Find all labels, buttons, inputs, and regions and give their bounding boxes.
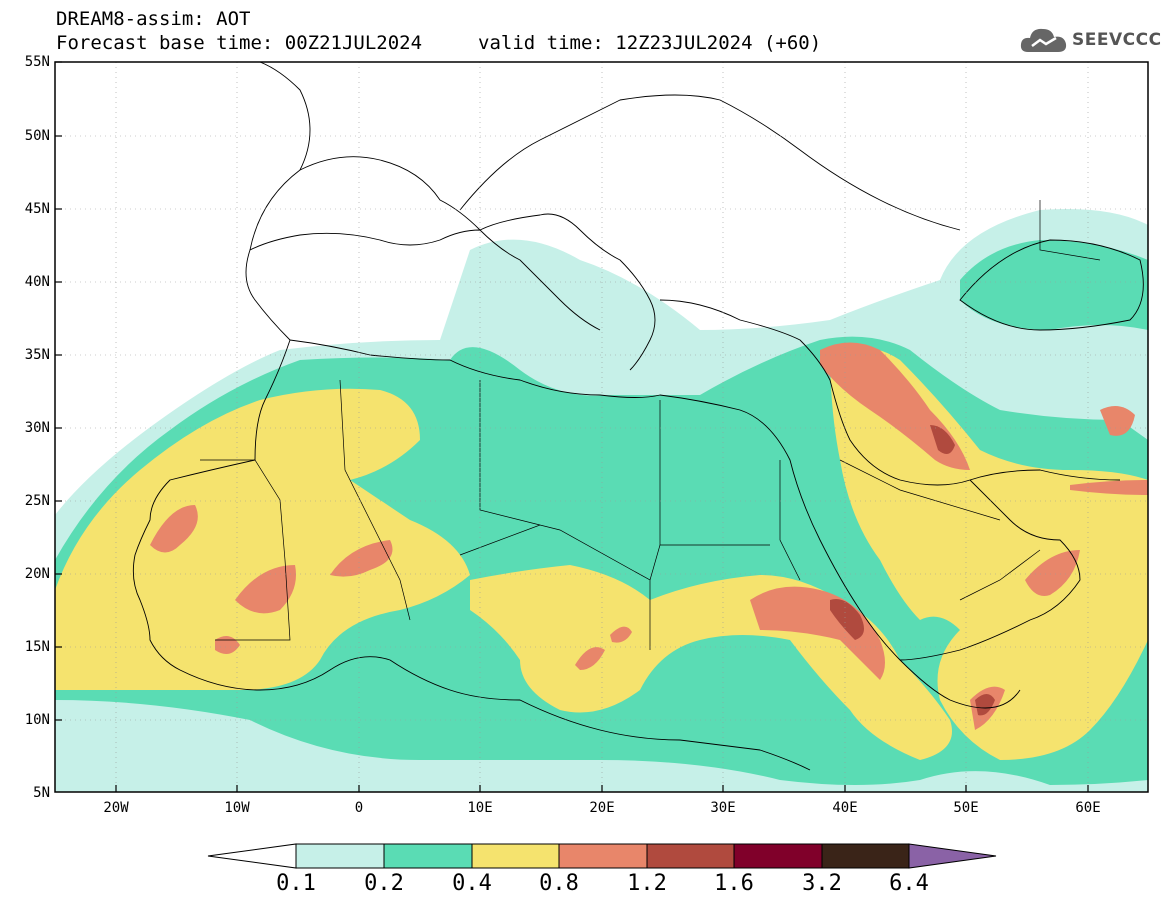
lon-label: 30E [710,800,736,816]
aot-contour-0.8-c [330,540,393,577]
aot-contour-0.8-h [820,342,970,470]
lat-label: 20N [24,566,50,582]
aot-contour-1.2-b [930,425,955,454]
lon-label: 50E [953,800,979,816]
map-gridlines [55,62,1148,792]
lon-label: 0 [354,800,364,816]
aot-contour-0.8-a [150,505,198,553]
lon-label: 60E [1075,800,1101,816]
colorbar-box-3 [471,843,560,869]
axis-ticks [55,61,1089,792]
aot-contour-0.2-blacksea [960,240,1148,330]
lat-label: 45N [24,201,50,217]
colorbar-box-1 [295,843,385,869]
aot-contour-0.8-b [235,565,296,614]
seevccc-logo: SEEVCCC [1018,20,1161,60]
colorbar-box-2 [383,843,473,869]
colorbar-box-5 [646,843,735,869]
map-title: DREAM8-assim: AOT [56,8,251,30]
aot-contour-0.4-arabia [830,346,1148,760]
aot-contour-0.8-i [1025,550,1080,596]
aot-contour-0.8-e [575,647,605,670]
aot-field [55,209,1148,792]
lat-label: 10N [24,712,50,728]
colorbar-label: 1.6 [714,871,754,896]
forecast-base-time: Forecast base time: 00Z21JUL2024 [56,32,423,54]
lat-label: 15N [24,639,50,655]
colorbar-box-6 [733,843,823,869]
aot-contour-0.8-j [1070,480,1148,495]
colorbar-arrow-low [207,843,297,869]
aot-contour-0.8-k [1100,406,1135,436]
colorbar-label: 1.2 [627,871,667,896]
colorbar [207,843,997,869]
coastlines [132,62,1144,771]
colorbar-box-7 [821,843,910,869]
lat-label: 25N [24,493,50,509]
aot-contour-1.2-a [830,599,864,640]
colorbar-label: 0.1 [276,871,316,896]
colorbar-label: 0.2 [364,871,404,896]
colorbar-arrow-high [908,843,997,869]
lat-label: 30N [24,420,50,436]
aot-contour-0.8-d [215,636,240,654]
lat-label: 40N [24,274,50,290]
colorbar-label: 3.2 [802,871,842,896]
aot-contour-1.2-c [975,694,995,716]
lon-label: 10W [224,800,250,816]
logo-text: SEEVCCC [1072,30,1162,50]
valid-time: valid time: 12Z23JUL2024 (+60) [478,32,822,54]
lon-label: 20W [103,800,129,816]
aot-contour-0.4 [55,388,470,690]
lon-label: 40E [832,800,858,816]
cloud-logo-icon [1020,28,1067,52]
colorbar-label: 0.8 [539,871,579,896]
lon-label: 20E [589,800,615,816]
colorbar-label: 6.4 [889,871,929,896]
lat-label: 50N [24,128,50,144]
aot-contour-0.8-f [610,626,632,643]
lat-label: 35N [24,347,50,363]
colorbar-label: 0.4 [452,871,492,896]
lat-label: 55N [24,54,50,70]
lat-label: 5N [33,785,50,801]
country-borders [200,200,1101,650]
colorbar-box-4 [558,843,648,869]
lon-label: 10E [467,800,493,816]
